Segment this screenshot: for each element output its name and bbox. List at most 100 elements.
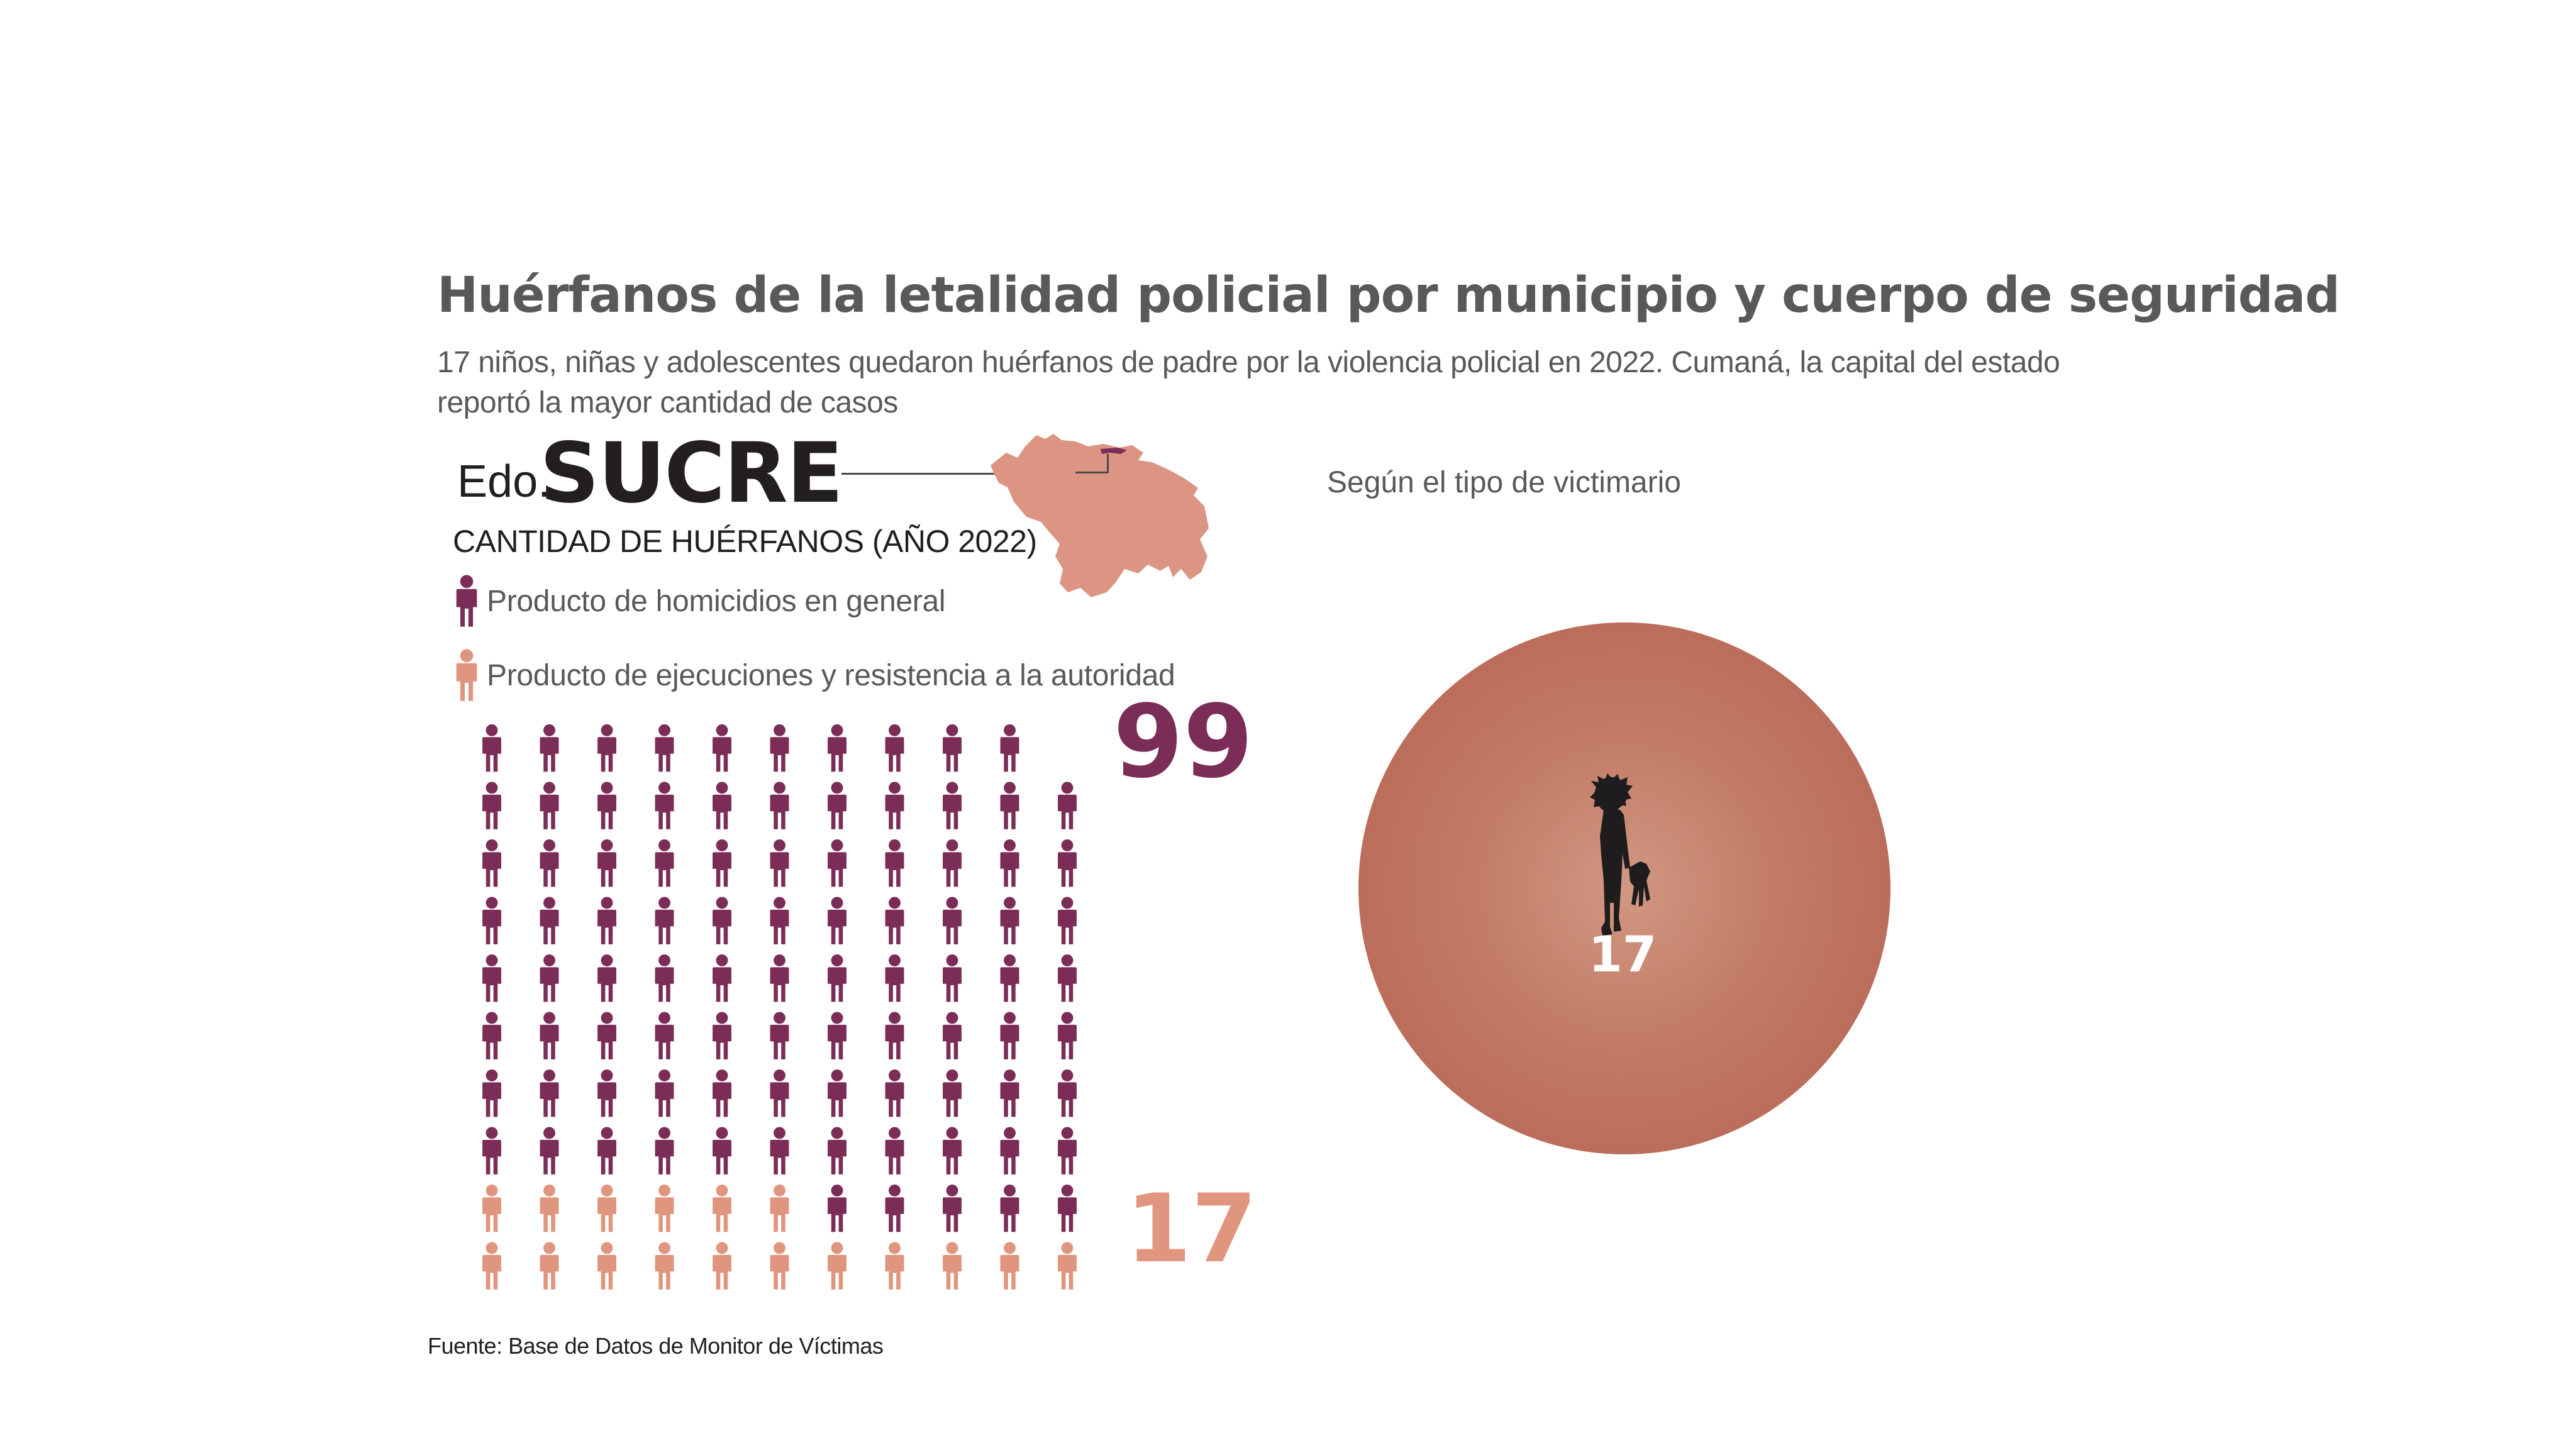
person-icon-general	[1058, 782, 1077, 829]
person-icon-executions	[770, 1184, 789, 1232]
person-icon-general	[1000, 1127, 1019, 1174]
person-icon-general	[943, 1069, 962, 1117]
person-icon-general	[770, 1069, 789, 1117]
legend-executions-label: Producto de ejecuciones y resistencia a …	[487, 658, 1175, 692]
person-icon-general	[713, 1069, 731, 1117]
person-icon-general	[1000, 782, 1019, 829]
person-icon-general	[1058, 1127, 1077, 1174]
person-icon-general	[943, 1012, 962, 1059]
person-icon-executions	[828, 1242, 847, 1290]
person-icon-general	[885, 1069, 904, 1117]
person-icon-general	[713, 782, 731, 829]
person-icon-general	[597, 724, 616, 772]
total-general-value: 99	[1113, 683, 1253, 800]
person-icon-general	[1058, 1184, 1077, 1232]
state-name: SUCRE	[540, 425, 843, 522]
person-icon-general	[770, 897, 789, 944]
person-icon-general	[655, 724, 674, 772]
person-icon-general	[655, 897, 674, 944]
person-icon-general	[540, 897, 559, 944]
person-icon-general	[1000, 1069, 1019, 1117]
person-icon-general	[828, 839, 847, 887]
person-icon-general	[713, 897, 731, 944]
person-icon-general	[943, 897, 962, 944]
person-icon-general	[655, 1012, 674, 1059]
person-icon-general	[943, 839, 962, 887]
person-icon-general	[943, 1184, 962, 1232]
person-icon-general	[482, 1127, 501, 1174]
person-icon-general	[540, 724, 559, 772]
person-icon-general	[828, 1127, 847, 1174]
person-icon-executions	[713, 1242, 731, 1290]
person-icon-general	[1058, 954, 1077, 1002]
person-icon-executions	[597, 1242, 616, 1290]
legend-general: Producto de homicidios en general	[452, 573, 946, 629]
legend-general-label: Producto de homicidios en general	[487, 584, 946, 618]
person-icon-general	[770, 1012, 789, 1059]
person-icon-general	[655, 782, 674, 829]
person-icon-general	[597, 1069, 616, 1117]
person-icon	[456, 649, 477, 701]
person-icon-general	[655, 839, 674, 887]
person-icon-general	[828, 954, 847, 1002]
legend-executions: Producto de ejecuciones y resistencia a …	[452, 648, 1175, 703]
quantity-label: CANTIDAD DE HUÉRFANOS (AÑO 2022)	[453, 524, 1037, 559]
person-icon-general	[1000, 897, 1019, 944]
person-icon-executions	[713, 1184, 731, 1232]
person-icon-general	[713, 1012, 731, 1059]
person-icon-general	[597, 1012, 616, 1059]
person-icon-executions	[1058, 1242, 1077, 1290]
person-icon-general	[655, 1069, 674, 1117]
person-icon-general	[540, 1127, 559, 1174]
person-icon-general	[885, 782, 904, 829]
person-icon-general	[770, 839, 789, 887]
person-icon-general	[770, 724, 789, 772]
person-icon-general	[713, 954, 731, 1002]
person-icon-general	[540, 1012, 559, 1059]
person-icon-executions	[540, 1242, 559, 1290]
person-icon-general	[655, 1127, 674, 1174]
person-icon-general	[540, 782, 559, 829]
person-icon-general	[885, 1184, 904, 1232]
person-icon-general	[828, 1069, 847, 1117]
person-icon-general	[713, 1127, 731, 1174]
person-icon-general	[828, 1184, 847, 1232]
person-icon-general	[1000, 1184, 1019, 1232]
person-icon-general	[482, 1069, 501, 1117]
venezuela-map-icon	[991, 434, 1209, 597]
map-leader-line	[841, 473, 1131, 475]
person-icon-general	[482, 897, 501, 944]
person-icon-general	[828, 1012, 847, 1059]
person-icon-executions	[943, 1242, 962, 1290]
person-icon-general	[1000, 839, 1019, 887]
person-icon-executions	[597, 1184, 616, 1232]
person-icon-general	[885, 897, 904, 944]
person-icon-general	[943, 724, 962, 772]
person-icon-general	[1000, 1012, 1019, 1059]
person-icon-general	[828, 782, 847, 829]
person-icon-executions	[482, 1242, 501, 1290]
person-icon-general	[770, 954, 789, 1002]
person-icon-general	[770, 1127, 789, 1174]
person-icon-general	[482, 1012, 501, 1059]
victimizer-value: 17	[1588, 927, 1657, 983]
person-icon-general	[713, 839, 731, 887]
person-icon-general	[713, 724, 731, 772]
state-prefix: Edo.	[457, 456, 551, 507]
person-icon-general	[540, 1069, 559, 1117]
person-icon	[456, 575, 477, 627]
person-icon-general	[885, 724, 904, 772]
person-icon-executions	[482, 1184, 501, 1232]
person-icon-general	[1058, 1012, 1077, 1059]
person-icon-executions	[540, 1184, 559, 1232]
person-icon-executions	[885, 1242, 904, 1290]
person-icon-general	[943, 782, 962, 829]
chart-title: Huérfanos de la letalidad policial por m…	[437, 267, 2340, 324]
person-icon-general	[482, 782, 501, 829]
person-icon-general	[885, 954, 904, 1002]
person-icon-general	[885, 1012, 904, 1059]
pictogram-grid	[482, 724, 1077, 1290]
chart-subtitle: 17 niños, niñas y adolescentes quedaron …	[437, 346, 2060, 419]
child-holding-doll-icon	[1590, 773, 1650, 936]
person-icon-general	[597, 782, 616, 829]
